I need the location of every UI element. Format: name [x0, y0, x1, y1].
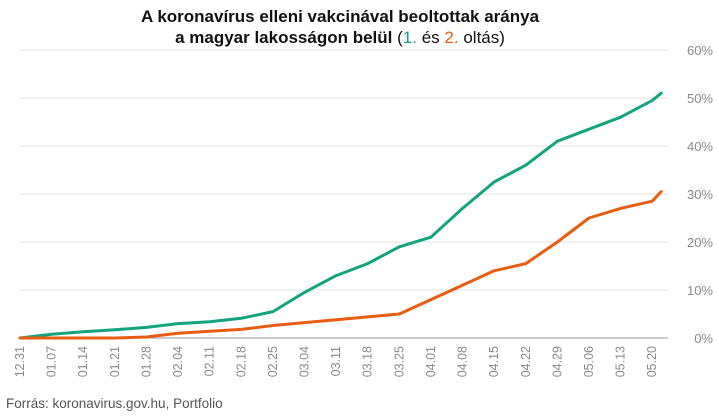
x-tick-label: 01.07 — [45, 346, 59, 377]
legend-open-paren: ( — [397, 28, 403, 47]
title-line-2-text: a magyar lakosságon belül — [175, 28, 393, 47]
x-tick-label: 04.15 — [487, 346, 501, 377]
title-line-2: a magyar lakosságon belül (1. és 2. oltá… — [0, 27, 680, 48]
x-tick-label: 04.01 — [424, 346, 438, 377]
y-tick-label: 30% — [687, 187, 713, 202]
legend-second-dose: 2. — [444, 28, 459, 47]
x-tick-label: 03.04 — [297, 346, 311, 377]
y-tick-label: 40% — [687, 139, 713, 154]
x-tick-label: 03.11 — [329, 346, 343, 376]
x-tick-label: 01.14 — [76, 346, 90, 377]
x-tick-label: 03.18 — [361, 346, 375, 377]
x-tick-label: 05.06 — [582, 346, 596, 377]
x-tick-label: 01.21 — [108, 346, 122, 377]
y-tick-label: 0% — [694, 331, 713, 346]
y-tick-label: 50% — [687, 91, 713, 106]
legend-suffix: oltás) — [463, 28, 505, 47]
x-tick-label: 02.11 — [203, 346, 217, 376]
x-tick-label: 05.13 — [614, 346, 628, 377]
y-tick-label: 10% — [687, 283, 713, 298]
y-axis-ticks: 0% 10% 20% 30% 40% 50% 60% — [687, 43, 713, 346]
y-tick-label: 20% — [687, 235, 713, 250]
x-tick-label: 12.31 — [13, 346, 27, 377]
series-line-second — [18, 190, 663, 340]
series-lines — [18, 91, 663, 340]
x-tick-label: 02.18 — [234, 346, 248, 377]
y-tick-label: 60% — [687, 43, 713, 58]
title-line-1: A koronavírus elleni vakcinával beoltott… — [140, 7, 540, 26]
legend-first-dose: 1. — [402, 28, 417, 47]
x-tick-label: 04.08 — [456, 346, 470, 377]
x-tick-label: 04.22 — [519, 346, 533, 377]
series-line-first — [18, 91, 663, 340]
x-tick-label: 05.20 — [645, 346, 659, 377]
x-tick-label: 02.25 — [266, 346, 280, 377]
chart-title: A koronavírus elleni vakcinával beoltott… — [0, 6, 680, 48]
line-chart: 0% 10% 20% 30% 40% 50% 60% 12.31 01.07 01.14 01.2… — [13, 43, 713, 377]
x-tick-label: 02.04 — [171, 346, 185, 377]
x-tick-label: 01.28 — [139, 346, 153, 377]
gridlines — [20, 49, 668, 339]
x-axis-ticks: 12.31 01.07 01.14 01.21 01.28 02.04 02.11 02.18… — [13, 346, 659, 377]
x-tick-label: 04.29 — [550, 346, 564, 377]
source-note: Forrás: koronavirus.gov.hu, Portfolio — [6, 396, 223, 411]
legend-and: és — [421, 28, 440, 47]
x-tick-label: 03.25 — [392, 346, 406, 377]
